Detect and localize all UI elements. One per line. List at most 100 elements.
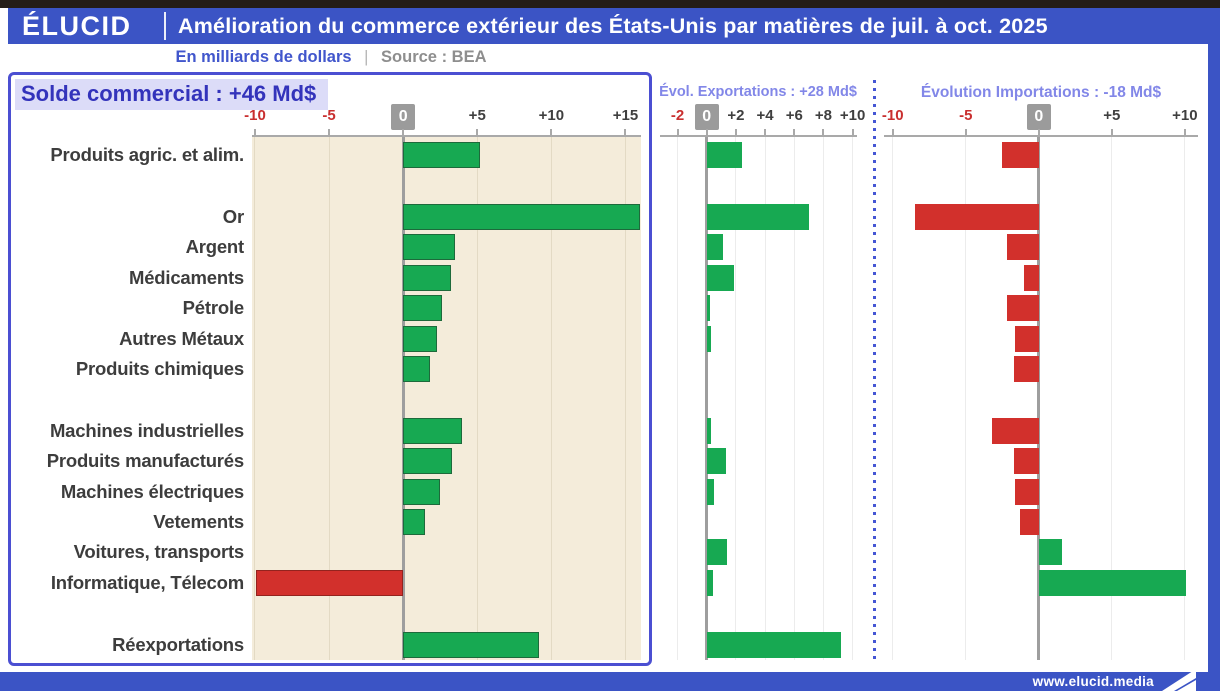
header-bar: ÉLUCID Amélioration du commerce extérieu… (8, 8, 1220, 44)
unit-label: En milliards de dollars (175, 48, 352, 66)
axis-tick-mark (402, 129, 405, 137)
category-label: Machines industrielles (49, 419, 244, 441)
bar-positive (706, 142, 742, 168)
importations-plot (884, 137, 1198, 660)
axis-baseline (252, 135, 641, 137)
bar-negative (1006, 234, 1039, 261)
axis-tick-mark (476, 129, 479, 137)
axis-tick-label: +15 (612, 107, 639, 124)
category-label: Vetements (153, 511, 244, 532)
bar-positive (706, 631, 841, 658)
zero-axis-line (705, 137, 709, 660)
chart-subtitle: En milliards de dollars | Source : BEA (8, 48, 654, 70)
axis-tick-mark (1183, 129, 1186, 137)
axis-tick-mark (550, 129, 553, 137)
category-label: Machines électriques (60, 480, 244, 502)
bar-positive (403, 203, 641, 230)
bar-negative (914, 203, 1039, 230)
solde-axis: -10 -5 0 +5 +10 +15 (244, 104, 641, 137)
exportations-plot (660, 137, 857, 660)
bar-positive (706, 569, 713, 596)
bar-positive (706, 478, 714, 505)
panel-separator-dotted-line (873, 80, 876, 662)
axis-tick-label: +5 (1103, 107, 1121, 124)
bar-positive (403, 509, 426, 535)
axis-tick-mark (734, 129, 737, 137)
bar-negative (1024, 264, 1039, 291)
category-label: Produits agric. et alim. (50, 144, 244, 165)
top-letterbox-strip (0, 0, 1220, 8)
axis-tick-mark (1110, 129, 1113, 137)
axis-tick-mark (676, 129, 679, 137)
bar-positive (706, 264, 735, 291)
bar-positive (403, 142, 481, 168)
row-labels: Produits agric. et alim. Or Argent Médicame… (6, 0, 244, 691)
category-label: Voitures, transports (73, 541, 245, 563)
gridline (735, 137, 737, 660)
logo-divider (164, 12, 166, 40)
bar-positive (403, 295, 442, 322)
bar-positive (706, 539, 728, 566)
axis-tick-mark (624, 129, 627, 137)
solde-title: Solde commercial : +46 Md$ (15, 79, 329, 110)
axis-tick-label: -2 (670, 107, 685, 124)
importations-axis: -10 -5 0 +5 +10 (881, 104, 1198, 137)
bar-negative (1015, 478, 1039, 505)
axis-tick-label: -5 (959, 107, 973, 124)
gridline (852, 137, 854, 660)
axis-tick-label: +4 (756, 107, 774, 124)
axis-tick-mark (793, 129, 796, 137)
gridline (328, 137, 330, 660)
axis-tick-label: +10 (839, 107, 866, 124)
bar-positive (706, 203, 809, 230)
axis-tick-label: +10 (538, 107, 565, 124)
axis-tick-label: +2 (727, 107, 745, 124)
bar-positive (706, 448, 726, 475)
axis-tick-mark (851, 129, 854, 137)
gridline (965, 137, 967, 660)
bar-negative (1002, 142, 1039, 168)
bar-negative (256, 569, 404, 596)
bar-positive (403, 478, 441, 505)
footer-bar: www.elucid.media (0, 668, 1220, 691)
zero-tick-box: 0 (694, 104, 719, 130)
bar-positive (706, 234, 723, 261)
axis-tick-mark (822, 129, 825, 137)
axis-tick-label: +10 (1172, 107, 1198, 124)
bar-positive (706, 325, 712, 352)
gridline (476, 137, 478, 660)
gridline (254, 137, 256, 660)
footer-url: www.elucid.media (1032, 674, 1154, 689)
axis-tick-mark (964, 129, 967, 137)
bar-negative (1015, 325, 1039, 352)
source-label: Source : BEA (381, 48, 487, 66)
zero-tick-box: 0 (1026, 104, 1051, 130)
solde-plot (252, 137, 641, 660)
exportations-axis: -2 0 +2 +4 +6 +8 +10 (660, 104, 865, 137)
bar-negative (1013, 355, 1039, 382)
axis-baseline (884, 135, 1198, 137)
right-frame-strip (1208, 8, 1220, 691)
gridline (822, 137, 824, 660)
axis-tick-label: -10 (881, 107, 904, 124)
gridline (550, 137, 552, 660)
gridline (892, 137, 894, 660)
gridline (764, 137, 766, 660)
axis-tick-label: +5 (468, 107, 486, 124)
zero-axis-line (401, 137, 405, 660)
category-label: Produits manufacturés (46, 450, 244, 472)
gridline (1184, 137, 1186, 660)
category-label: Argent (185, 236, 245, 258)
axis-tick-mark (1037, 129, 1040, 137)
bar-positive (403, 448, 453, 475)
axis-tick-label: -5 (322, 107, 336, 124)
bar-positive (403, 631, 540, 658)
axis-tick-label: +6 (785, 107, 803, 124)
category-label: Produits chimiques (75, 357, 244, 379)
elucid-logo: ÉLUCID (22, 10, 132, 41)
zero-tick-box: 0 (391, 104, 416, 130)
bar-positive (1038, 569, 1187, 596)
bar-negative (1019, 509, 1039, 535)
gridline (624, 137, 626, 660)
